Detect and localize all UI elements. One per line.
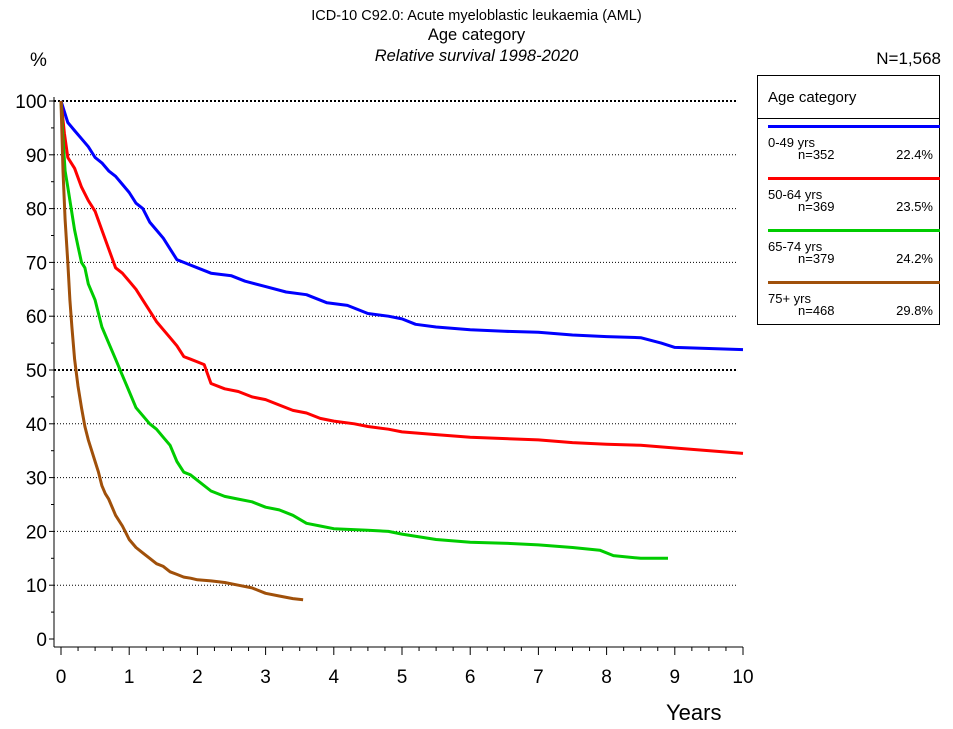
legend-item: 0-49 yrs n=352 22.4%	[758, 125, 941, 177]
chart-subtitle-survival: Relative survival 1998-2020	[374, 47, 579, 65]
series-line-2	[59, 100, 668, 560]
x-tick-label-2: 2	[192, 667, 203, 688]
y-tick-label-100: 100	[15, 92, 47, 113]
y-tick-label-10: 10	[26, 576, 47, 597]
y-tick-label-50: 50	[26, 361, 47, 382]
legend-series-name: 0-49 yrs	[768, 135, 815, 150]
legend-series-share: 24.2%	[896, 251, 933, 266]
legend-series-count: n=468	[798, 303, 835, 318]
x-tick-label-6: 6	[465, 667, 476, 688]
y-tick-label-0: 0	[36, 630, 47, 651]
total-count-label: N=1,568	[876, 49, 941, 68]
y-tick-label-60: 60	[26, 307, 47, 328]
legend-series-count: n=352	[798, 147, 835, 162]
x-tick-label-7: 7	[533, 667, 544, 688]
legend-item: 75+ yrs n=468 29.8%	[758, 281, 941, 333]
series-line-0	[59, 100, 744, 352]
y-tick-label-40: 40	[26, 415, 47, 436]
x-tick-label-5: 5	[397, 667, 408, 688]
legend-series-count: n=369	[798, 199, 835, 214]
y-axis-unit-label: %	[30, 50, 47, 71]
x-tick-label-1: 1	[124, 667, 135, 688]
legend-swatch	[768, 229, 940, 232]
x-tick-label-8: 8	[601, 667, 612, 688]
legend-series-share: 22.4%	[896, 147, 933, 162]
chart-subtitle: Age category	[427, 26, 526, 44]
x-axis-title: Years	[666, 700, 722, 725]
legend-series-share: 23.5%	[896, 199, 933, 214]
x-tick-label-0: 0	[56, 667, 67, 688]
legend-series-name: 50-64 yrs	[768, 187, 823, 202]
y-tick-label-90: 90	[26, 146, 47, 167]
legend-series-name: 65-74 yrs	[768, 239, 823, 254]
legend-swatch	[768, 125, 940, 128]
legend-series-count: n=379	[798, 251, 835, 266]
y-tick-label-70: 70	[26, 253, 47, 274]
series-line-1	[59, 100, 744, 455]
legend-swatch	[768, 177, 940, 180]
series-line-3	[59, 100, 304, 602]
legend-divider	[758, 118, 939, 119]
y-tick-label-80: 80	[26, 200, 47, 221]
x-tick-label-4: 4	[329, 667, 340, 688]
legend-title: Age category	[768, 89, 857, 106]
legend-swatch	[768, 281, 940, 284]
legend-item: 65-74 yrs n=379 24.2%	[758, 229, 941, 281]
x-tick-label-10: 10	[732, 667, 753, 688]
legend: Age category 0-49 yrs n=352 22.4% 50-64 yrs…	[757, 75, 940, 325]
legend-series-share: 29.8%	[896, 303, 933, 318]
x-tick-label-3: 3	[260, 667, 271, 688]
y-tick-label-30: 30	[26, 469, 47, 490]
y-tick-label-20: 20	[26, 522, 47, 543]
legend-item: 50-64 yrs n=369 23.5%	[758, 177, 941, 229]
x-tick-label-9: 9	[670, 667, 681, 688]
legend-series-name: 75+ yrs	[768, 291, 811, 306]
chart-title: ICD-10 C92.0: Acute myeloblastic leukaem…	[311, 8, 642, 24]
